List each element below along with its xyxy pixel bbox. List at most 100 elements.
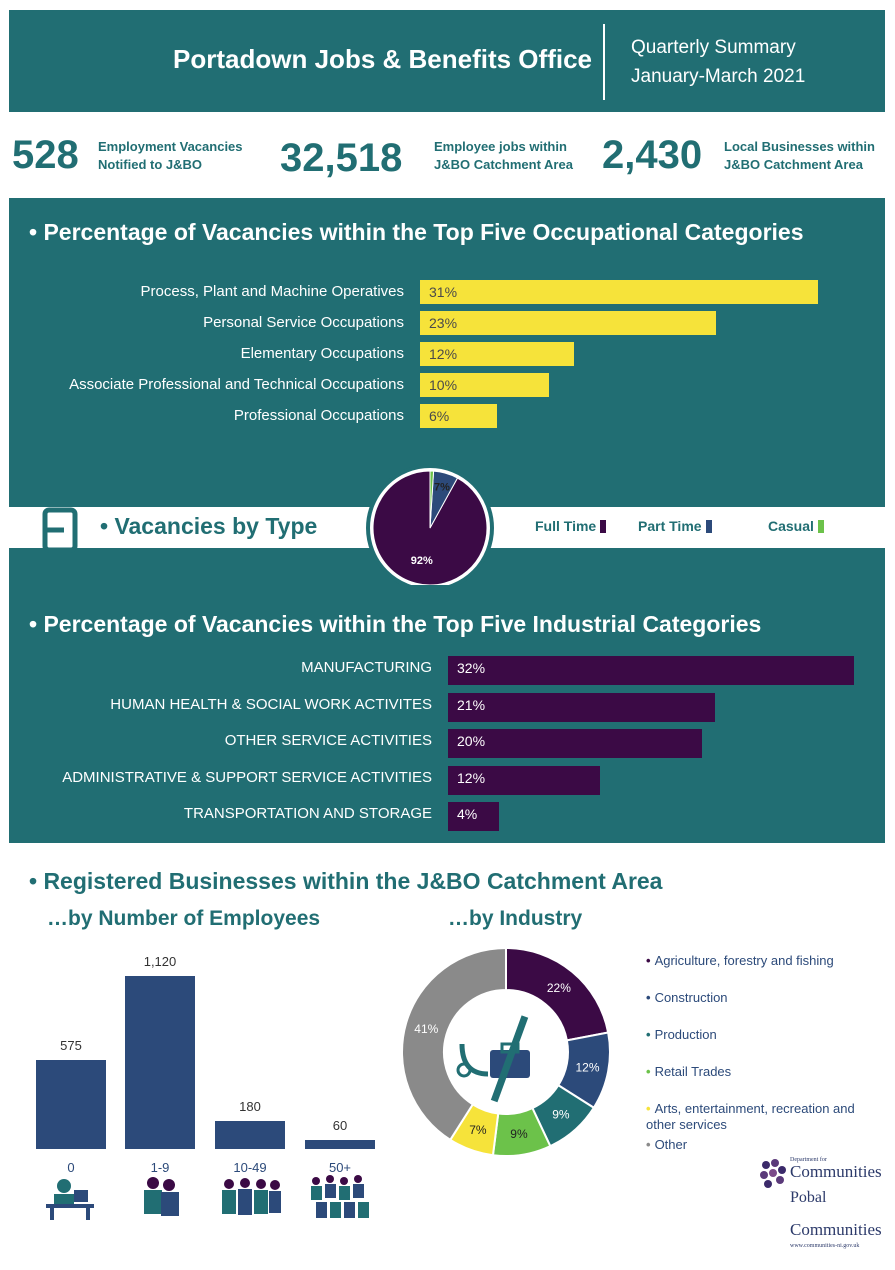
legend-bullet: • (646, 990, 651, 1005)
legend-bullet: • (646, 1064, 651, 1079)
small-team-icon (144, 1177, 179, 1216)
legend-item: Part Time (638, 518, 712, 534)
legend-item: • Retail Trades (646, 1064, 876, 1080)
bar-value-label: 10% (429, 377, 458, 393)
legend-item: Full Time (535, 518, 607, 534)
bar-label: OTHER SERVICE ACTIVITIES (224, 732, 432, 749)
legend-swatch (600, 520, 607, 533)
legend-swatch (705, 520, 712, 533)
category-label: 1-9 (150, 1160, 170, 1175)
pie-slice-casual (429, 470, 435, 529)
legend-label: Retail Trades (654, 1064, 732, 1079)
bar: 10% (420, 373, 549, 397)
legend-label: Part Time (638, 518, 702, 534)
stat-jobs-value: 32,518 (280, 136, 403, 180)
watch-crown-icon (417, 459, 431, 469)
watch-buckle-icon (42, 507, 78, 553)
stat-vacancies-value: 528 (12, 133, 79, 177)
donut-slice-label: 7% (469, 1123, 487, 1137)
logo-line-4: Communities (790, 1220, 882, 1239)
bar-label: TRANSPORTATION AND STORAGE (183, 805, 432, 822)
vacancy-type-title: • Vacancies by Type (100, 513, 318, 539)
legend-bullet: • (646, 953, 651, 968)
stat-jobs-label: Employee jobs within J&BO Catchment Area (434, 139, 573, 172)
bar: 20% (448, 729, 702, 758)
bar-value-label: 4% (457, 806, 478, 822)
registered-businesses-title: • Registered Businesses within the J&BO … (29, 868, 663, 894)
bar-value-label: 12% (429, 346, 458, 362)
bar-label: Professional Occupations (233, 407, 404, 424)
legend-bullet: • (646, 1137, 651, 1152)
bar-value-label: 23% (429, 315, 458, 331)
bar: 21% (448, 692, 715, 722)
logo-line-2: Communities (790, 1162, 882, 1181)
bar-label: ADMINISTRATIVE & SUPPORT SERVICE ACTIVIT… (62, 768, 432, 786)
header-subtitle-1: Quarterly Summary (631, 37, 796, 58)
department-logo-icon (760, 1159, 786, 1188)
legend-swatch (817, 520, 824, 533)
donut-slice-label: 9% (510, 1127, 528, 1141)
bar-label: MANUFACTURING (301, 659, 432, 676)
legend-label: Construction (654, 990, 728, 1005)
industry-chart-title: …by Industry (448, 907, 583, 930)
large-team-icon (311, 1175, 369, 1218)
logo-line-1: Department for (790, 1157, 827, 1163)
bar-value-label: 21% (457, 696, 486, 713)
bar-label: Elementary Occupations (240, 345, 404, 362)
stat-vacancies-label: Employment Vacancies Notified to J&BO (98, 139, 243, 172)
legend-bullet: • (646, 1101, 651, 1116)
bar-value-label: 31% (429, 284, 458, 300)
legend-item: • Other (646, 1137, 876, 1153)
legend-label: Casual (768, 518, 814, 534)
bar-label: HUMAN HEALTH & SOCIAL WORK ACTIVITES (110, 695, 432, 713)
donut-slice-label: 22% (547, 981, 571, 995)
medium-team-icon (222, 1178, 281, 1215)
bar-value-label: 6% (429, 408, 450, 424)
bar-value-label: 20% (457, 733, 486, 749)
pie-slice-label: 7% (434, 482, 450, 494)
bar: 32% (448, 656, 855, 685)
bar-label: Process, Plant and Machine Operatives (140, 283, 404, 300)
legend-item: • Construction (646, 990, 876, 1006)
bar (305, 1139, 375, 1149)
bar-value-label: 180 (239, 1099, 261, 1115)
industry-donut-chart: 22% 12% 9% 9% 7% 41% (401, 946, 611, 1157)
bar: 12% (420, 342, 575, 366)
header-subtitle-2: January-March 2021 (631, 66, 806, 87)
logo-line-3: Pobal (790, 1189, 827, 1206)
bar (215, 1121, 285, 1149)
category-label: 10-49 (233, 1160, 267, 1175)
bar-value-label: 12% (457, 769, 486, 786)
bar (125, 976, 195, 1149)
logo-url: www.communities-ni.gov.uk (790, 1243, 860, 1249)
industrial-chart-title: • Percentage of Vacancies within the Top… (29, 611, 762, 637)
bar-label: Personal Service Occupations (203, 314, 404, 331)
bar-label: Associate Professional and Technical Occ… (69, 376, 404, 393)
legend-item: Casual (768, 518, 824, 534)
legend-bullet: • (646, 1027, 651, 1042)
desk-worker-icon (46, 1179, 94, 1220)
bar-value-label: 60 (332, 1117, 348, 1133)
header-divider (603, 24, 605, 100)
stat-businesses-value: 2,430 (602, 133, 703, 177)
legend-item: • Agriculture, forestry and fishing (646, 953, 876, 969)
donut-slice (401, 946, 507, 1142)
legend-item: • Arts, entertainment, recreation and oth… (646, 1101, 876, 1133)
bar (36, 1060, 106, 1149)
legend-label: Other (654, 1137, 688, 1152)
legend-label: Arts, entertainment, recreation and othe… (646, 1101, 855, 1132)
bar-value-label: 1,120 (143, 954, 177, 969)
header-banner: Portadown Jobs & Benefits Office Quarter… (9, 10, 885, 112)
vacancy-type-pie: 92% 7% (366, 459, 494, 585)
category-label: 0 (67, 1160, 75, 1175)
donut-slice-label: 41% (414, 1022, 438, 1036)
employees-chart-title: …by Number of Employees (47, 907, 321, 930)
donut-slice-label: 9% (552, 1107, 570, 1121)
legend-label: Agriculture, forestry and fishing (654, 953, 834, 968)
bar: 23% (420, 311, 716, 335)
bar: 12% (448, 765, 601, 795)
stat-businesses-label: Local Businesses within J&BO Catchment Ar… (724, 139, 875, 172)
page-title: Portadown Jobs & Benefits Office (173, 44, 592, 74)
pie-slice-label: 92% (411, 555, 433, 567)
bar-value-label: 575 (60, 1038, 82, 1054)
